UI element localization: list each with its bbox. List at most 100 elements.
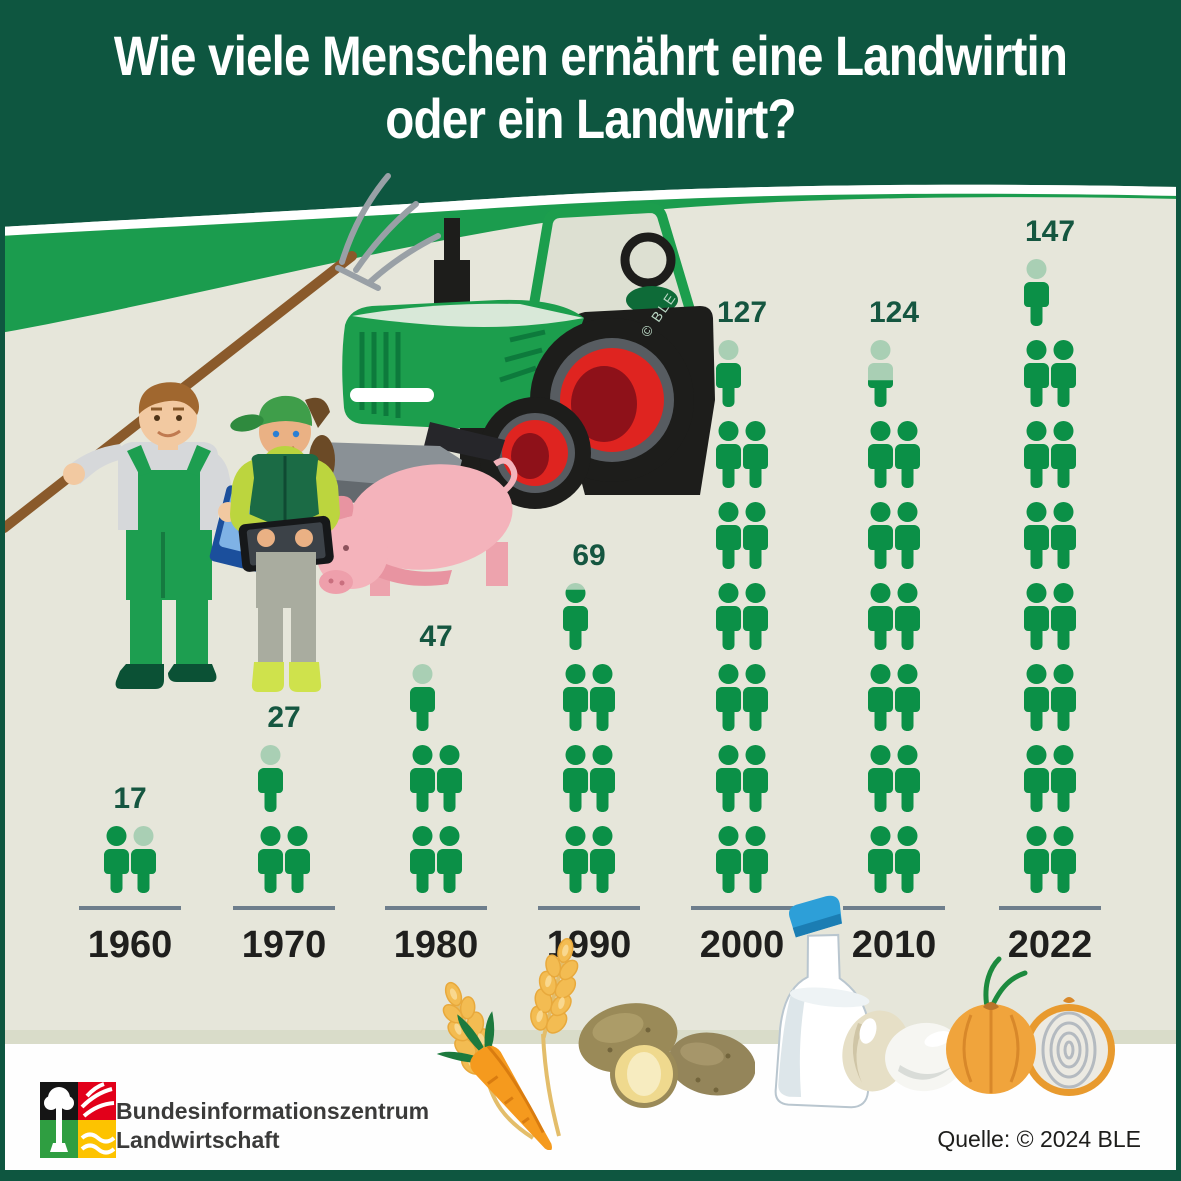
person-icon bbox=[1051, 421, 1076, 493]
person-icon bbox=[743, 583, 768, 655]
person-icon bbox=[563, 745, 588, 817]
onions-illustration bbox=[946, 956, 1115, 1096]
person-icon bbox=[563, 826, 588, 898]
person-icon bbox=[410, 826, 435, 898]
person-partial-icon bbox=[258, 745, 283, 817]
person-partial-icon bbox=[410, 664, 435, 736]
person-icon bbox=[716, 826, 741, 898]
person-icon bbox=[1051, 583, 1076, 655]
person-partial-icon bbox=[563, 583, 588, 655]
page-title: Wie viele Menschen ernährt eine Landwirt… bbox=[89, 24, 1093, 150]
year-label: 1980 bbox=[393, 924, 479, 966]
column-baseline bbox=[233, 906, 335, 910]
person-icon bbox=[1051, 340, 1076, 412]
column-baseline bbox=[843, 906, 945, 910]
year-label: 2022 bbox=[1007, 924, 1093, 966]
person-icon bbox=[1024, 745, 1049, 817]
tractor-illustration: © BLE bbox=[310, 203, 715, 509]
milk-eggs-illustration bbox=[774, 895, 965, 1109]
person-icon bbox=[437, 745, 462, 817]
person-icon bbox=[868, 502, 893, 574]
person-icon bbox=[895, 664, 920, 736]
year-label: 1970 bbox=[241, 924, 327, 966]
org-name-line-1: Bundesinformationszentrum bbox=[116, 1098, 430, 1124]
potatoes-illustration bbox=[578, 1003, 755, 1108]
value-label: 69 bbox=[572, 539, 606, 572]
person-icon bbox=[868, 664, 893, 736]
column-baseline bbox=[385, 906, 487, 910]
person-icon bbox=[563, 664, 588, 736]
person-icon bbox=[716, 583, 741, 655]
bzl-logo bbox=[40, 1082, 116, 1158]
person-icon bbox=[1051, 745, 1076, 817]
value-label: 47 bbox=[419, 620, 453, 653]
person-icon bbox=[895, 502, 920, 574]
source-credit: Quelle: © 2024 BLE bbox=[937, 1126, 1141, 1152]
farmer-woman-illustration bbox=[230, 395, 340, 692]
person-partial-icon bbox=[131, 826, 156, 898]
person-icon bbox=[410, 745, 435, 817]
value-label: 147 bbox=[1024, 215, 1076, 248]
person-icon bbox=[743, 664, 768, 736]
person-icon bbox=[104, 826, 129, 898]
frame-right bbox=[1176, 0, 1181, 1181]
person-icon bbox=[743, 745, 768, 817]
person-partial-icon bbox=[1024, 259, 1049, 331]
person-icon bbox=[868, 583, 893, 655]
column-baseline bbox=[691, 906, 793, 910]
person-partial-icon bbox=[716, 340, 741, 412]
person-icon bbox=[895, 583, 920, 655]
person-icon bbox=[1024, 583, 1049, 655]
person-icon bbox=[868, 745, 893, 817]
person-icon bbox=[590, 664, 615, 736]
year-label: 1960 bbox=[87, 924, 173, 966]
farm-scene: © BLE bbox=[0, 173, 715, 692]
person-icon bbox=[743, 502, 768, 574]
value-label: 27 bbox=[267, 701, 301, 734]
person-icon bbox=[1024, 421, 1049, 493]
person-icon bbox=[1024, 340, 1049, 412]
wheat-carrot-illustration bbox=[426, 931, 592, 1150]
person-icon bbox=[716, 421, 741, 493]
frame-left bbox=[0, 0, 5, 1181]
person-icon bbox=[1024, 502, 1049, 574]
person-icon bbox=[590, 826, 615, 898]
value-label: 124 bbox=[868, 296, 920, 329]
person-icon bbox=[716, 502, 741, 574]
org-name-line-2: Landwirtschaft bbox=[116, 1127, 280, 1153]
person-icon bbox=[1051, 664, 1076, 736]
title-line-2: oder ein Landwirt? bbox=[385, 87, 796, 150]
column-baseline bbox=[538, 906, 640, 910]
person-icon bbox=[716, 664, 741, 736]
person-partial-icon bbox=[868, 340, 893, 412]
person-icon bbox=[743, 826, 768, 898]
year-label: 2010 bbox=[851, 924, 937, 966]
person-icon bbox=[868, 826, 893, 898]
frame-bottom bbox=[0, 1170, 1181, 1181]
person-icon bbox=[895, 745, 920, 817]
person-icon bbox=[1024, 826, 1049, 898]
person-icon bbox=[743, 421, 768, 493]
person-icon bbox=[1024, 664, 1049, 736]
column-baseline bbox=[999, 906, 1101, 910]
person-icon bbox=[1051, 502, 1076, 574]
person-icon bbox=[258, 826, 283, 898]
person-icon bbox=[1051, 826, 1076, 898]
org-name: Bundesinformationszentrum Landwirtschaft bbox=[116, 1097, 429, 1155]
person-icon bbox=[716, 745, 741, 817]
person-icon bbox=[437, 826, 462, 898]
person-icon bbox=[868, 421, 893, 493]
column-baseline bbox=[79, 906, 181, 910]
header-curve bbox=[0, 0, 1181, 333]
value-label: 127 bbox=[716, 296, 768, 329]
person-icon bbox=[895, 421, 920, 493]
year-label: 2000 bbox=[699, 924, 785, 966]
